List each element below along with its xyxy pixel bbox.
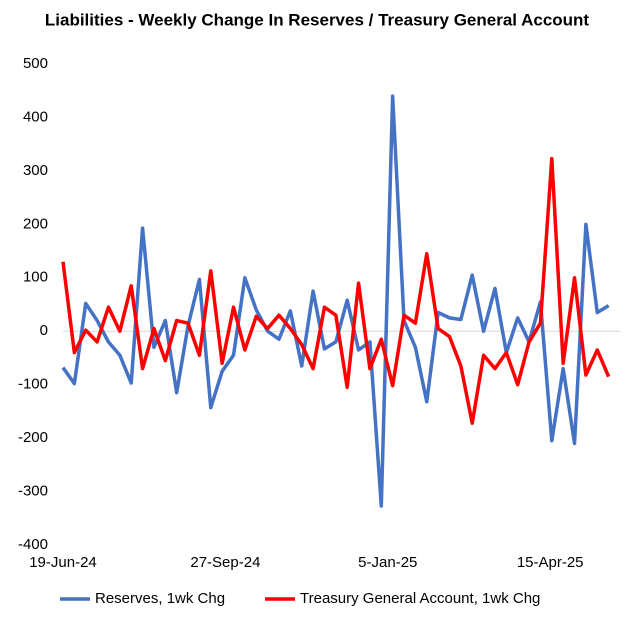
- y-tick-label: 500: [23, 55, 48, 72]
- series-line: [61, 94, 610, 508]
- chart-title: Liabilities - Weekly Change In Reserves …: [45, 10, 590, 29]
- x-tick-label: 15-Apr-25: [517, 554, 584, 571]
- legend-label: Treasury General Account, 1wk Chg: [300, 590, 540, 607]
- x-tick-label: 5-Jan-25: [358, 554, 417, 571]
- legend-label: Reserves, 1wk Chg: [95, 590, 225, 607]
- y-tick-label: 0: [40, 322, 48, 339]
- series-line: [61, 156, 611, 425]
- y-tick-label: 400: [23, 108, 48, 125]
- y-tick-label: 300: [23, 162, 48, 179]
- y-tick-label: -100: [18, 376, 48, 393]
- x-tick-label: 19-Jun-24: [29, 554, 97, 571]
- y-tick-label: -200: [18, 429, 48, 446]
- x-tick-label: 27-Sep-24: [190, 554, 260, 571]
- y-tick-label: -400: [18, 536, 48, 553]
- y-tick-label: -300: [18, 483, 48, 500]
- y-tick-label: 200: [23, 215, 48, 232]
- y-tick-label: 100: [23, 269, 48, 286]
